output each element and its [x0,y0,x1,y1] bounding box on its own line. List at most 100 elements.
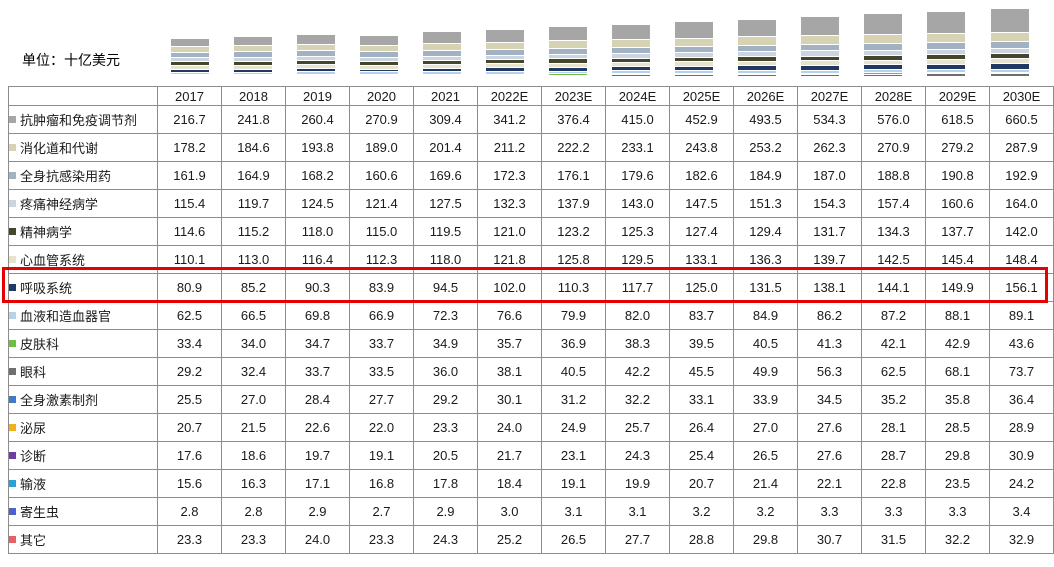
bar-segment [612,80,651,81]
bar-segment [927,71,966,74]
bar-segment [612,77,651,78]
row-label: 寄生虫 [8,497,158,526]
value-cell: 43.6 [989,329,1054,358]
value-cell: 27.7 [349,385,414,414]
value-cell: 25.7 [605,413,670,442]
value-cell: 23.3 [221,525,286,554]
bar-segment [990,75,1029,77]
bar-segment [233,44,272,52]
bar-segment [990,9,1029,32]
value-cell: 88.1 [925,301,990,330]
bar-segment [549,27,587,41]
bar-segment [422,42,461,50]
stacked-bar-chart [158,4,1041,82]
value-cell: 2.8 [221,497,286,526]
value-cell: 33.4 [157,329,222,358]
row-label: 消化道和代谢 [8,133,158,162]
bar-segment [927,68,966,72]
value-cell: 33.7 [349,329,414,358]
bar-segment [801,17,840,36]
bar-segment [801,77,840,79]
bar-segment [359,44,398,52]
year-header-cell: 2023E [541,86,606,106]
bar-segment [170,78,209,79]
stacked-bar [296,34,335,82]
bar-segment [422,77,461,78]
value-cell: 124.5 [285,189,350,218]
value-cell: 56.3 [797,357,862,386]
bar-segment [485,73,524,75]
value-cell: 253.2 [733,133,798,162]
year-header-cell: 2026E [733,86,798,106]
value-cell: 31.5 [861,525,926,554]
value-cell: 39.5 [669,329,734,358]
bar-segment [359,56,398,61]
bar-segment [675,61,714,66]
bar-segment [990,80,1029,82]
table-row: 血液和造血器官 62.5 66.5 69.8 66.9 72.3 76.6 79.9 82.0 8… [8,301,1054,330]
bar-segment [801,73,840,76]
value-cell: 222.2 [541,133,606,162]
bar-cell [789,4,852,82]
bar-segment [864,80,903,82]
value-cell: 34.9 [413,329,478,358]
value-cell: 36.4 [989,385,1054,414]
bar-segment [738,19,777,37]
value-cell: 119.7 [221,189,286,218]
year-header-cell: 2021 [413,86,478,106]
value-cell: 114.6 [157,217,222,246]
value-cell: 270.9 [349,105,414,134]
value-cell: 115.2 [221,217,286,246]
value-cell: 169.6 [413,161,478,190]
legend-marker-icon [9,396,16,403]
row-label: 皮肤科 [8,329,158,358]
legend-marker-icon [9,144,16,151]
legend-marker-icon [9,228,16,235]
value-cell: 30.9 [989,441,1054,470]
value-cell: 27.7 [605,525,670,554]
bar-segment [233,77,272,78]
bar-segment [485,77,524,78]
value-cell: 24.3 [605,441,670,470]
table-row: 眼科 29.2 32.4 33.7 33.5 36.0 38.1 40.5 42.2 45.5 49… [8,357,1054,386]
row-label: 输液 [8,469,158,498]
value-cell: 116.4 [285,245,350,274]
value-cell: 20.7 [669,469,734,498]
bar-cell [852,4,915,82]
value-cell: 145.4 [925,245,990,274]
value-cell: 26.5 [733,441,798,470]
bar-segment [864,75,903,77]
value-cell: 127.5 [413,189,478,218]
year-header-cell: 2029E [925,86,990,106]
bar-segment [675,65,714,71]
row-label: 呼吸系统 [8,273,158,302]
value-cell: 42.9 [925,329,990,358]
bar-segment [990,47,1029,54]
value-cell: 117.7 [605,273,670,302]
bar-segment [801,72,840,74]
value-cell: 118.0 [413,245,478,274]
header-corner-cell [8,86,158,106]
bar-segment [864,77,903,79]
year-header-row: 2017 2018 2019 2020 2021 2022E 2023E 2024E 2025E… [8,86,1054,106]
row-label: 诊断 [8,441,158,470]
bar-segment [738,56,777,61]
legend-marker-icon [9,452,16,459]
bar-cell [473,4,536,82]
bar-segment [801,76,840,78]
bar-segment [296,64,335,69]
value-cell: 18.6 [221,441,286,470]
value-cell: 2.8 [157,497,222,526]
bar-segment [359,64,398,69]
table-row: 输液 15.6 16.3 17.1 16.8 17.8 18.4 19.1 19.9 20.7 21… [8,469,1054,498]
bar-segment [549,79,587,80]
bar-segment [990,68,1029,72]
value-cell: 112.3 [349,245,414,274]
value-cell: 80.9 [157,273,222,302]
bar-segment [170,76,209,77]
value-cell: 62.5 [861,357,926,386]
bar-cell [221,4,284,82]
legend-marker-icon [9,172,16,179]
legend-marker-icon [9,200,16,207]
bar-segment [738,51,777,57]
